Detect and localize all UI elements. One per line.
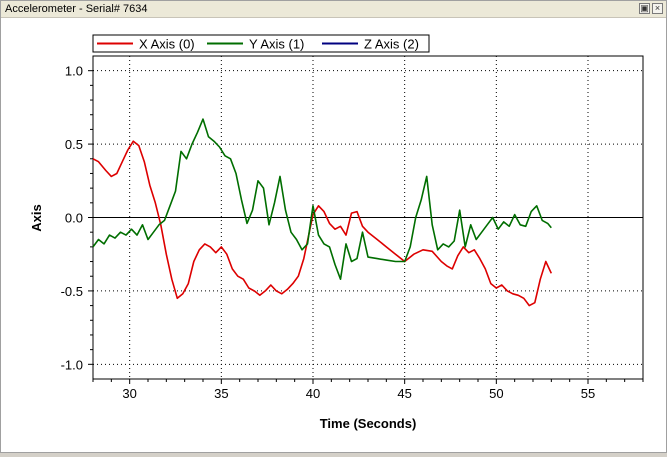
window-titlebar[interactable]: Accelerometer - Serial# 7634 ▣ × xyxy=(1,1,666,18)
x-tick-label: 35 xyxy=(214,386,228,401)
axis-ticks: 30 35 40 45 50 55 -1.0 -0.5 0.0 0.5 1.0 xyxy=(61,64,644,401)
chart-area: 30 35 40 45 50 55 -1.0 -0.5 0.0 0.5 1.0 Time (Seco… xyxy=(1,18,666,452)
y-tick-label: 0.0 xyxy=(65,211,83,226)
legend-box xyxy=(92,34,430,53)
legend-label[interactable]: Y Axis (1) xyxy=(249,37,304,52)
x-axis-label: Time (Seconds) xyxy=(320,416,417,431)
close-icon[interactable]: × xyxy=(652,3,663,14)
y-tick-label: 1.0 xyxy=(65,64,83,79)
y-tick-label: 0.5 xyxy=(65,137,83,152)
restore-icon[interactable]: ▣ xyxy=(639,3,650,14)
x-tick-label: 45 xyxy=(397,386,411,401)
legend-label[interactable]: Z Axis (2) xyxy=(364,37,419,52)
y-tick-label: -1.0 xyxy=(61,357,83,372)
x-tick-label: 40 xyxy=(306,386,320,401)
legend-label[interactable]: X Axis (0) xyxy=(139,37,195,52)
accelerometer-chart: 30 35 40 45 50 55 -1.0 -0.5 0.0 0.5 1.0 Time (Seco… xyxy=(29,34,644,431)
series-line-1 xyxy=(92,118,552,281)
y-tick-label: -0.5 xyxy=(61,284,83,299)
y-axis-label: Axis xyxy=(29,204,44,231)
x-tick-label: 55 xyxy=(581,386,595,401)
series-group xyxy=(92,118,553,307)
legend[interactable]: X Axis (0) Y Axis (1) Z Axis (2) xyxy=(92,34,430,53)
x-tick-label: 30 xyxy=(122,386,136,401)
window-title: Accelerometer - Serial# 7634 xyxy=(5,3,148,15)
x-tick-label: 50 xyxy=(489,386,503,401)
